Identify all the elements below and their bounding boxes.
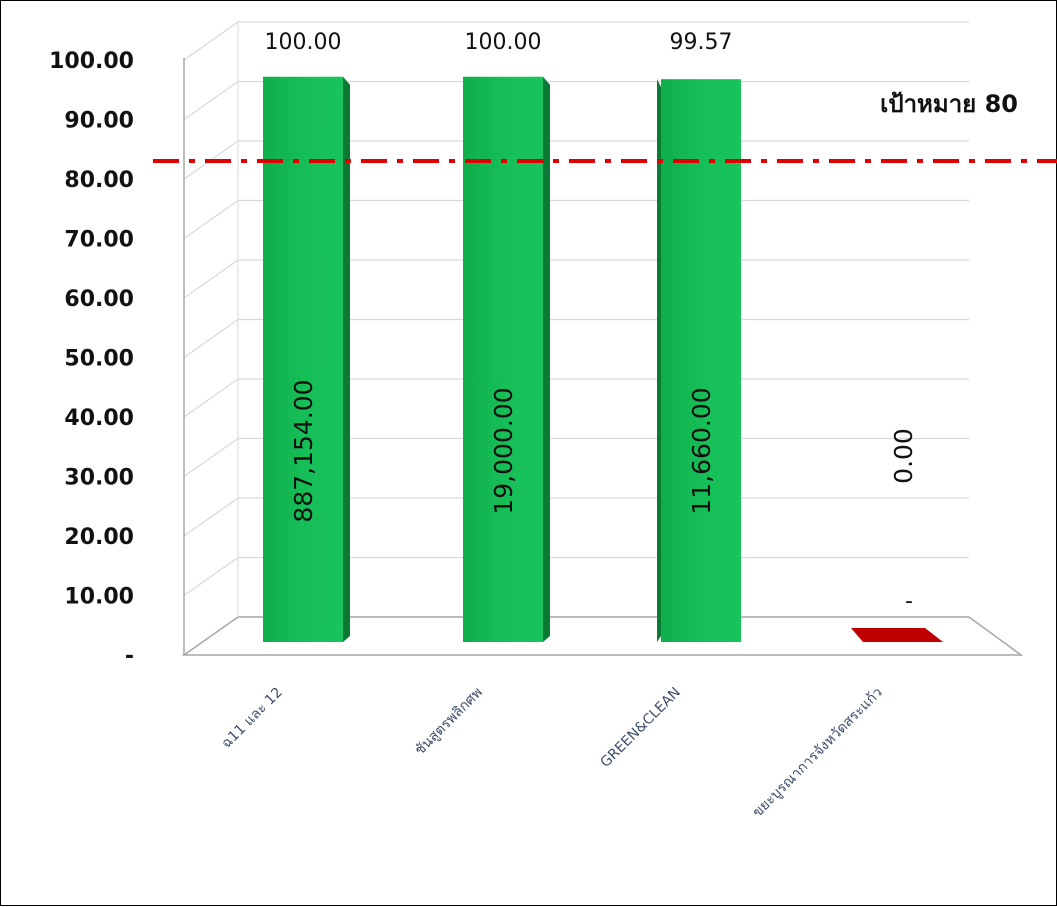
bars	[263, 76, 943, 643]
x-tick-label: ขยะบูรณาการจังหวัดสระแก้ว	[750, 685, 886, 821]
bar-side	[543, 76, 550, 642]
y-tick-label: 80.00	[64, 168, 134, 193]
gridline-diag	[183, 497, 239, 537]
gridline-diag	[183, 378, 239, 418]
x-tick-label: ชันสูตรพลิกศพ	[412, 685, 486, 759]
data-label: 100.00	[265, 30, 342, 55]
bar-zero	[851, 628, 943, 642]
y-tick-label: 20.00	[64, 525, 134, 550]
y-tick-label: 10.00	[64, 585, 134, 610]
gridline-diag	[183, 319, 239, 358]
gridline-diag	[183, 81, 239, 120]
bar	[463, 76, 543, 642]
gridline-diag	[183, 21, 239, 61]
inner-value-label: 887,154.00	[289, 379, 318, 522]
y-tick-label: 60.00	[64, 287, 134, 312]
data-label: 100.00	[465, 30, 542, 55]
gridline-diag	[183, 557, 239, 596]
x-tick-label: GREEN&CLEAN	[597, 685, 683, 771]
data-label: 99.57	[670, 30, 733, 55]
x-tick-label: ฉ11 และ 12	[219, 685, 286, 752]
y-tick-label: 40.00	[64, 406, 134, 431]
bar	[263, 76, 343, 642]
gridline-diag	[183, 259, 239, 299]
target-label: เป้าหมาย 80	[880, 90, 1018, 118]
data-label: -	[905, 589, 913, 614]
y-tick-label: -	[125, 644, 134, 669]
bar-side	[343, 76, 350, 642]
gridline-diag	[183, 200, 239, 239]
y-tick-label: 70.00	[64, 228, 134, 253]
y-tick-label: 50.00	[64, 347, 134, 372]
inner-value-label: 11,660.00	[687, 387, 716, 514]
y-tick-label: 100.00	[49, 49, 134, 74]
bar	[661, 79, 741, 643]
bar-side	[657, 79, 661, 643]
y-tick-label: 30.00	[64, 466, 134, 491]
inner-value-label: 0.00	[889, 428, 918, 484]
inner-value-label: 19,000.00	[489, 387, 518, 514]
y-tick-label: 90.00	[64, 109, 134, 134]
gridlines	[183, 21, 969, 596]
gridline-diag	[183, 438, 239, 477]
